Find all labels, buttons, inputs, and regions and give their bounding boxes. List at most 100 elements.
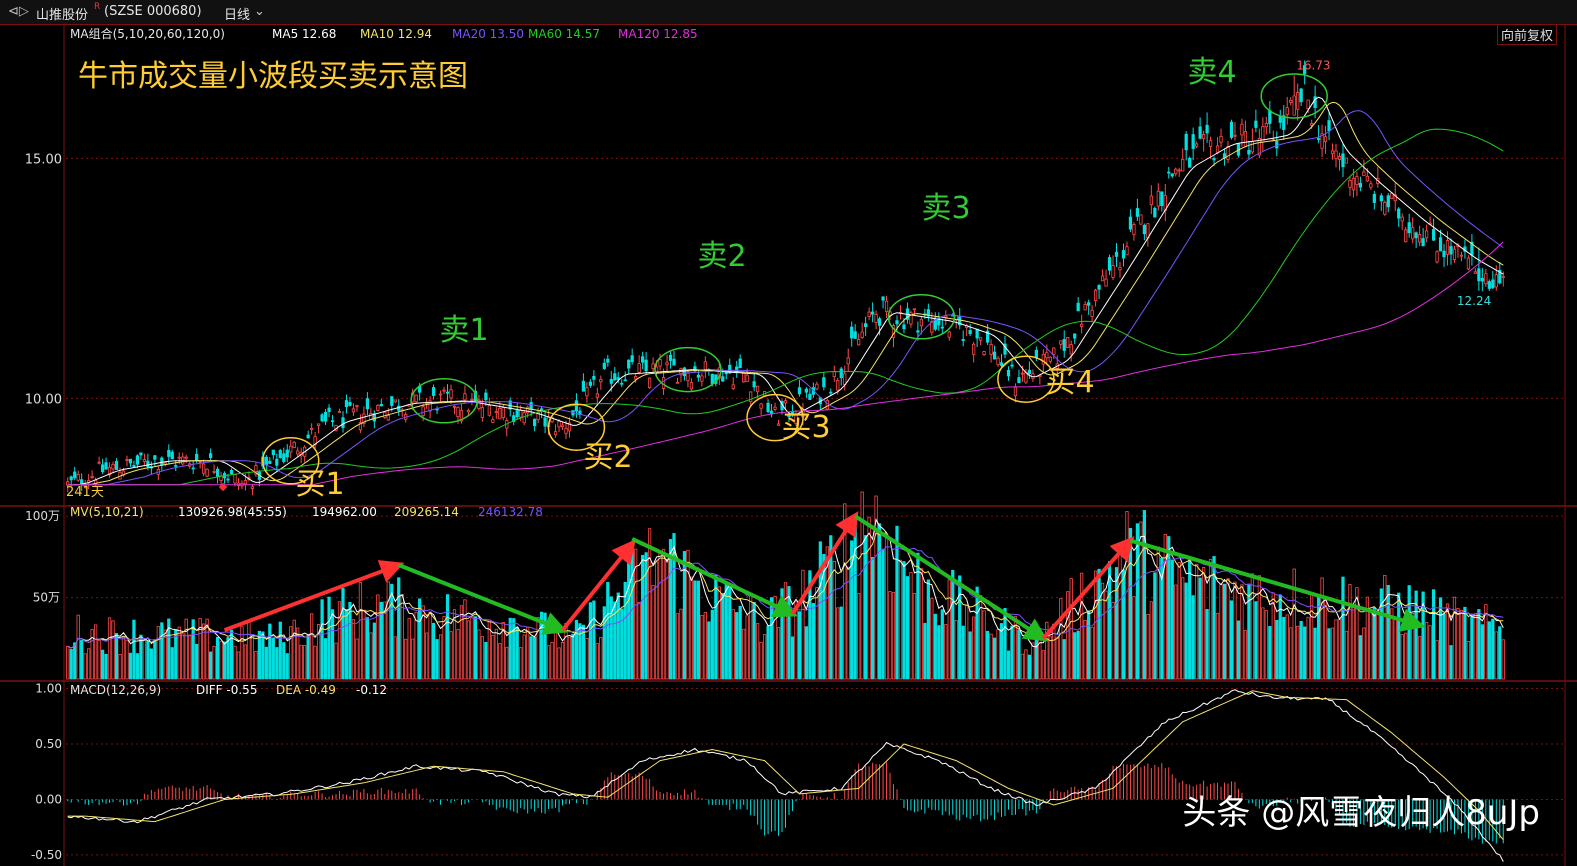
volume-bar: [1219, 584, 1223, 680]
candle-body: [1257, 137, 1261, 156]
volume-bar: [512, 618, 516, 680]
candle-body: [919, 318, 924, 327]
volume-bar: [418, 598, 422, 680]
candle: [1355, 171, 1359, 197]
volume-bar: [1369, 611, 1373, 680]
candle: [996, 356, 1000, 367]
candle-body: [1240, 123, 1244, 136]
volume-bar: [80, 640, 84, 680]
volume-bar: [1362, 627, 1366, 680]
volume-bar: [843, 503, 847, 680]
sell-circle: [654, 346, 722, 393]
candle: [1181, 148, 1185, 172]
volume-bar: [1170, 559, 1174, 680]
volume-bar: [299, 644, 303, 680]
candle: [1069, 340, 1073, 362]
candle: [1296, 83, 1300, 121]
volume-bar: [135, 653, 140, 680]
adjust-mode-button[interactable]: 向前复权: [1496, 24, 1557, 45]
volume-bar: [1344, 630, 1349, 680]
volume-bar: [229, 629, 234, 680]
candle: [135, 454, 140, 469]
volume-bar: [1010, 625, 1014, 680]
candle: [797, 379, 802, 397]
volume-bar: [1181, 577, 1185, 680]
volume-bar: [951, 569, 955, 680]
candle-body: [491, 419, 495, 423]
candle-body: [1121, 250, 1126, 259]
candle: [539, 406, 544, 419]
volume-bar: [912, 593, 917, 680]
candle: [1247, 141, 1251, 160]
candle: [978, 337, 983, 346]
volume-bar: [1142, 510, 1146, 680]
candle: [703, 356, 707, 378]
volume-bar: [644, 552, 648, 680]
candle-body: [243, 480, 248, 485]
volume-bar: [836, 607, 840, 680]
candle-body: [184, 456, 188, 459]
candle-body: [1358, 182, 1363, 188]
candle-body: [285, 449, 289, 458]
volume-bar: [1404, 632, 1408, 680]
candle: [968, 323, 972, 337]
volume-bar: [773, 595, 777, 680]
volume-bar: [243, 644, 248, 680]
volume-bar: [1024, 649, 1028, 680]
volume-bar: [641, 554, 645, 680]
volume-bar: [742, 628, 746, 680]
volume-bar: [1233, 581, 1237, 680]
volume-bar: [822, 554, 826, 680]
volume-bar: [505, 646, 509, 680]
volume-bar: [1191, 595, 1195, 680]
candle-body: [1330, 150, 1335, 155]
period-select[interactable]: 日线: [224, 8, 251, 23]
volume-bar: [114, 633, 119, 680]
candle: [1452, 245, 1457, 263]
candle-body: [864, 323, 868, 328]
volume-bars-layer: [66, 491, 1505, 680]
candle: [860, 322, 864, 339]
candle-body: [982, 351, 986, 356]
volume-bar: [1494, 631, 1498, 680]
mv-legend-value-3: 246132.78: [478, 505, 543, 519]
candle: [1013, 383, 1018, 403]
candle-body: [421, 406, 425, 416]
candle: [738, 354, 742, 369]
candle-body: [975, 328, 979, 339]
candle-body: [1344, 157, 1349, 164]
volume-bar: [128, 652, 133, 680]
candle: [215, 466, 220, 484]
candle-body: [271, 449, 275, 456]
candle-body: [1027, 369, 1032, 375]
candle-body: [794, 413, 798, 424]
volume-bar: [717, 586, 721, 680]
candle-body: [1128, 216, 1133, 230]
candle: [1170, 173, 1174, 179]
volume-bar: [226, 637, 230, 680]
volume-bar: [1421, 591, 1425, 680]
volume-bar: [749, 593, 753, 680]
volume-bar: [480, 636, 484, 680]
volume-bar: [425, 632, 429, 680]
candle: [627, 359, 631, 374]
candle-body: [874, 314, 878, 323]
volume-bar: [87, 648, 91, 680]
volume-bar: [560, 642, 565, 680]
candle-body: [1170, 173, 1174, 177]
back-icon[interactable]: ⊲▷: [8, 4, 29, 19]
candle: [205, 468, 209, 478]
chevron-down-icon[interactable]: ⌄: [254, 4, 265, 19]
volume-bar: [1268, 626, 1272, 680]
volume-bar: [477, 629, 481, 680]
volume-bar: [947, 579, 951, 680]
candle: [1337, 152, 1342, 171]
volume-bar: [574, 619, 579, 680]
volume-bar: [550, 641, 554, 680]
candle-body: [759, 403, 763, 409]
candle: [557, 419, 561, 432]
candle: [1177, 167, 1181, 177]
candle-body: [1212, 158, 1216, 161]
candle: [400, 407, 404, 417]
macd-legend-name: MACD(12,26,9): [70, 683, 161, 697]
